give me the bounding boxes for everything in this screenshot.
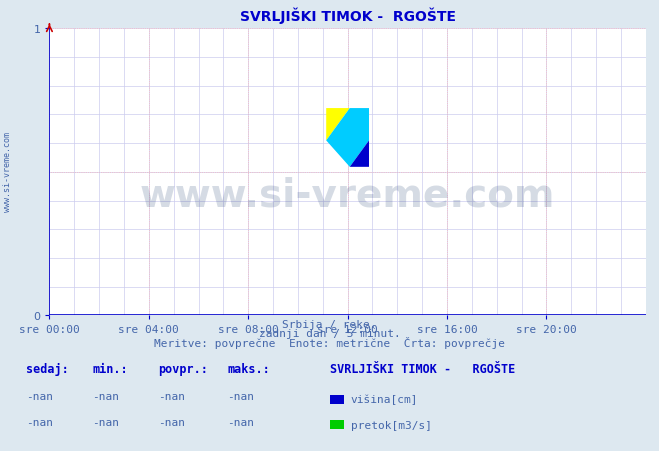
Text: Srbija / reke.: Srbija / reke. <box>282 319 377 329</box>
Text: sedaj:: sedaj: <box>26 362 69 375</box>
Title: SVRLJIŠKI TIMOK -  RGOŠTE: SVRLJIŠKI TIMOK - RGOŠTE <box>240 8 455 24</box>
Text: Meritve: povprečne  Enote: metrične  Črta: povprečje: Meritve: povprečne Enote: metrične Črta:… <box>154 336 505 348</box>
Text: -nan: -nan <box>227 391 254 401</box>
Text: -nan: -nan <box>92 417 119 427</box>
Text: pretok[m3/s]: pretok[m3/s] <box>351 420 432 430</box>
Text: -nan: -nan <box>92 391 119 401</box>
Polygon shape <box>350 141 369 167</box>
Text: zadnji dan / 5 minut.: zadnji dan / 5 minut. <box>258 328 401 338</box>
Text: -nan: -nan <box>158 391 185 401</box>
Text: www.si-vreme.com: www.si-vreme.com <box>140 176 556 214</box>
Text: maks.:: maks.: <box>227 362 270 375</box>
Text: višina[cm]: višina[cm] <box>351 394 418 405</box>
Polygon shape <box>326 109 350 141</box>
Text: -nan: -nan <box>26 417 53 427</box>
Polygon shape <box>326 109 369 167</box>
Text: www.si-vreme.com: www.si-vreme.com <box>3 132 13 211</box>
Text: povpr.:: povpr.: <box>158 362 208 375</box>
Text: -nan: -nan <box>158 417 185 427</box>
Text: SVRLJIŠKI TIMOK -   RGOŠTE: SVRLJIŠKI TIMOK - RGOŠTE <box>330 362 515 375</box>
Text: min.:: min.: <box>92 362 128 375</box>
Text: -nan: -nan <box>26 391 53 401</box>
Text: -nan: -nan <box>227 417 254 427</box>
